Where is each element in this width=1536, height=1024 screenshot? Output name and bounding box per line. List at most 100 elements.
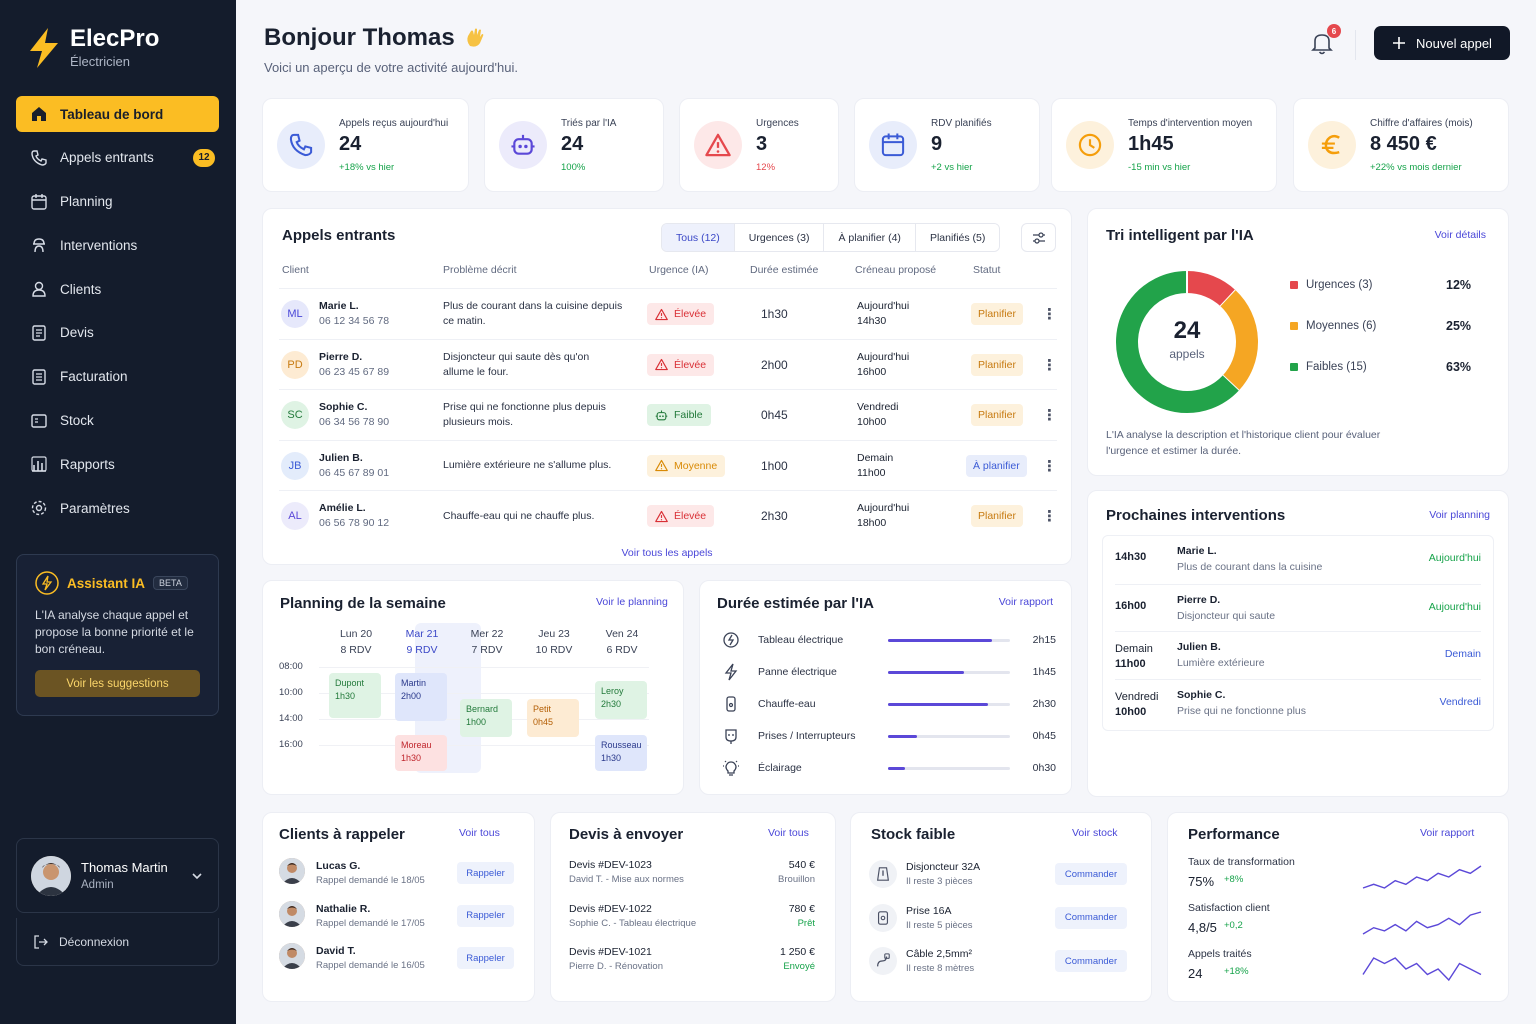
- tab-all[interactable]: Tous (12): [662, 224, 735, 251]
- estimated-duration: 1h00: [761, 458, 788, 473]
- euro-icon: [1321, 134, 1340, 155]
- logout-button[interactable]: Déconnexion: [16, 918, 219, 966]
- sidebar-item-appels-entrants[interactable]: Appels entrants 12: [16, 140, 219, 176]
- table-row[interactable]: ML Marie L. 06 12 34 56 78 Plus de courant …: [279, 288, 1057, 339]
- callback-date: Rappel demandé le 18/05: [316, 875, 425, 886]
- tab-urgent[interactable]: Urgences (3): [734, 224, 825, 251]
- list-item[interactable]: Vendredi 10h00 Sophie C. Prise qui ne fonct…: [1115, 678, 1481, 726]
- table-row[interactable]: JB Julien B. 06 45 67 89 01 Lumière extérie…: [279, 439, 1057, 491]
- sidebar-item-clients[interactable]: Clients: [16, 271, 219, 307]
- wave-hand-icon: [467, 28, 484, 47]
- callbacks-card: Clients à rappeler Voir tous Lucas G. Rap…: [262, 812, 535, 1002]
- see-week-planning-link[interactable]: Voir le planning: [596, 596, 668, 608]
- row-menu-icon[interactable]: ⋮: [1042, 356, 1057, 374]
- chevron-down-icon[interactable]: [190, 869, 204, 883]
- row-menu-icon[interactable]: ⋮: [1042, 407, 1057, 424]
- status-badge[interactable]: Planifier: [971, 353, 1023, 376]
- new-call-button[interactable]: Nouvel appel: [1374, 26, 1510, 60]
- user-menu[interactable]: Thomas Martin Admin: [16, 838, 219, 913]
- event-client: Leroy: [601, 686, 624, 696]
- legend-item: Urgences (3): [1290, 279, 1372, 291]
- call-back-button[interactable]: Rappeler: [457, 947, 514, 969]
- planning-event[interactable]: Bernard 1h00: [460, 699, 512, 737]
- list-item[interactable]: Devis #DEV-1022 Sophie C. - Tableau élect…: [569, 903, 819, 939]
- alert-icon: [705, 133, 731, 157]
- plus-icon: [1393, 37, 1406, 49]
- row-menu-icon[interactable]: ⋮: [1042, 457, 1057, 475]
- tab-planned[interactable]: Planifiés (5): [915, 224, 1000, 251]
- quotes-see-all-link[interactable]: Voir tous: [768, 827, 809, 839]
- notifications-button[interactable]: 6: [1309, 24, 1341, 56]
- sidebar-item-planning[interactable]: Planning: [16, 184, 219, 220]
- order-button[interactable]: Commander: [1055, 906, 1127, 929]
- slot-time: 14h30: [857, 315, 887, 327]
- chart-icon: [31, 456, 47, 473]
- see-stock-link[interactable]: Voir stock: [1072, 827, 1118, 839]
- urgency-label: Élevée: [674, 308, 707, 320]
- see-all-calls-link[interactable]: Voir tous les appels: [621, 547, 713, 559]
- stock-icon-wrap: [869, 903, 897, 932]
- sidebar-item-tableau-de-bord[interactable]: Tableau de bord: [16, 96, 219, 132]
- sidebar-item-rapports[interactable]: Rapports: [16, 446, 219, 482]
- app-logo[interactable]: ElecPro Électricien: [26, 26, 159, 69]
- call-back-button[interactable]: Rappeler: [457, 862, 514, 884]
- performance-report-link[interactable]: Voir rapport: [1420, 827, 1475, 839]
- sidebar-item-stock[interactable]: Stock: [16, 403, 219, 439]
- list-item[interactable]: Demain 11h00 Julien B. Lumière extérieure De…: [1115, 631, 1481, 678]
- filter-settings-button[interactable]: [1021, 223, 1056, 252]
- intervention-when: Vendredi: [1439, 695, 1481, 708]
- status-badge[interactable]: À planifier: [966, 454, 1027, 477]
- sidebar-item-label: Devis: [60, 325, 94, 341]
- call-back-button[interactable]: Rappeler: [457, 904, 514, 927]
- bolt-logo-icon: [30, 27, 58, 68]
- list-item[interactable]: Devis #DEV-1023 David T. - Mise aux norme…: [569, 859, 819, 895]
- sidebar-item-param-tres[interactable]: Paramètres: [16, 490, 219, 526]
- planning-day-header[interactable]: Mar 21 9 RDV: [391, 626, 453, 658]
- triage-details-link[interactable]: Voir détails: [1434, 229, 1486, 241]
- status-badge[interactable]: Planifier: [971, 505, 1023, 527]
- event-duration: 0h45: [533, 717, 554, 727]
- client-phone: 06 23 45 67 89: [319, 365, 390, 378]
- planning-event[interactable]: Dupont 1h30: [329, 673, 381, 718]
- planning-event[interactable]: Petit 0h45: [527, 699, 579, 737]
- client-phone: 06 56 78 90 12: [319, 517, 390, 529]
- view-suggestions-button[interactable]: Voir les suggestions: [35, 670, 200, 697]
- slot-time: 16h00: [857, 365, 887, 378]
- status-badge[interactable]: Planifier: [971, 303, 1023, 325]
- order-button[interactable]: Commander: [1055, 950, 1127, 972]
- duration-icon-wrap: [722, 727, 740, 745]
- planning-event[interactable]: Rousseau 1h30: [595, 735, 647, 771]
- list-item[interactable]: 14h30 Marie L. Plus de courant dans la cui…: [1115, 536, 1481, 583]
- row-menu-icon[interactable]: ⋮: [1042, 306, 1057, 323]
- table-row[interactable]: AL Amélie L. 06 56 78 90 12 Chauffe-eau qui…: [279, 490, 1057, 541]
- sidebar-item-devis[interactable]: Devis: [16, 315, 219, 351]
- planning-day-header[interactable]: Mer 22 7 RDV: [456, 626, 518, 658]
- status-badge[interactable]: Planifier: [971, 404, 1023, 426]
- planning-day-header[interactable]: Jeu 23 10 RDV: [523, 626, 585, 658]
- planning-event[interactable]: Martin 2h00: [395, 673, 447, 721]
- callbacks-see-all-link[interactable]: Voir tous: [459, 827, 500, 839]
- duration-bar-fill: [888, 671, 964, 674]
- list-item[interactable]: 16h00 Pierre D. Disjoncteur qui saute Aujou…: [1115, 583, 1481, 631]
- day-label: Mar 21: [405, 628, 439, 640]
- list-item[interactable]: Devis #DEV-1021 Pierre D. - Rénovation 1 2…: [569, 946, 819, 982]
- planning-event[interactable]: Moreau 1h30: [395, 735, 447, 771]
- planning-day-header[interactable]: Ven 24 6 RDV: [591, 626, 653, 658]
- duration-value: 2h15: [1032, 634, 1056, 646]
- see-planning-link[interactable]: Voir planning: [1429, 509, 1490, 521]
- sidebar-item-interventions[interactable]: Interventions: [16, 227, 219, 263]
- order-button[interactable]: Commander: [1055, 863, 1127, 885]
- box-icon: [31, 413, 47, 428]
- row-menu-icon[interactable]: ⋮: [1042, 508, 1057, 525]
- callback-client: Lucas G.: [316, 860, 361, 872]
- duration-report-link[interactable]: Voir rapport: [998, 596, 1053, 608]
- table-row[interactable]: SC Sophie C. 06 34 56 78 90 Prise qui ne fo…: [279, 389, 1057, 440]
- quote-reference: Devis #DEV-1022: [569, 902, 652, 915]
- sidebar-item-facturation[interactable]: Facturation: [16, 359, 219, 395]
- table-row[interactable]: PD Pierre D. 06 23 45 67 89 Disjoncteur qui…: [279, 338, 1057, 390]
- performance-label: Taux de transformation: [1188, 856, 1295, 868]
- beta-badge: BETA: [153, 576, 188, 590]
- planning-day-header[interactable]: Lun 20 8 RDV: [325, 626, 387, 658]
- planning-event[interactable]: Leroy 2h30: [595, 681, 647, 719]
- tab-to-plan[interactable]: À planifier (4): [824, 224, 916, 251]
